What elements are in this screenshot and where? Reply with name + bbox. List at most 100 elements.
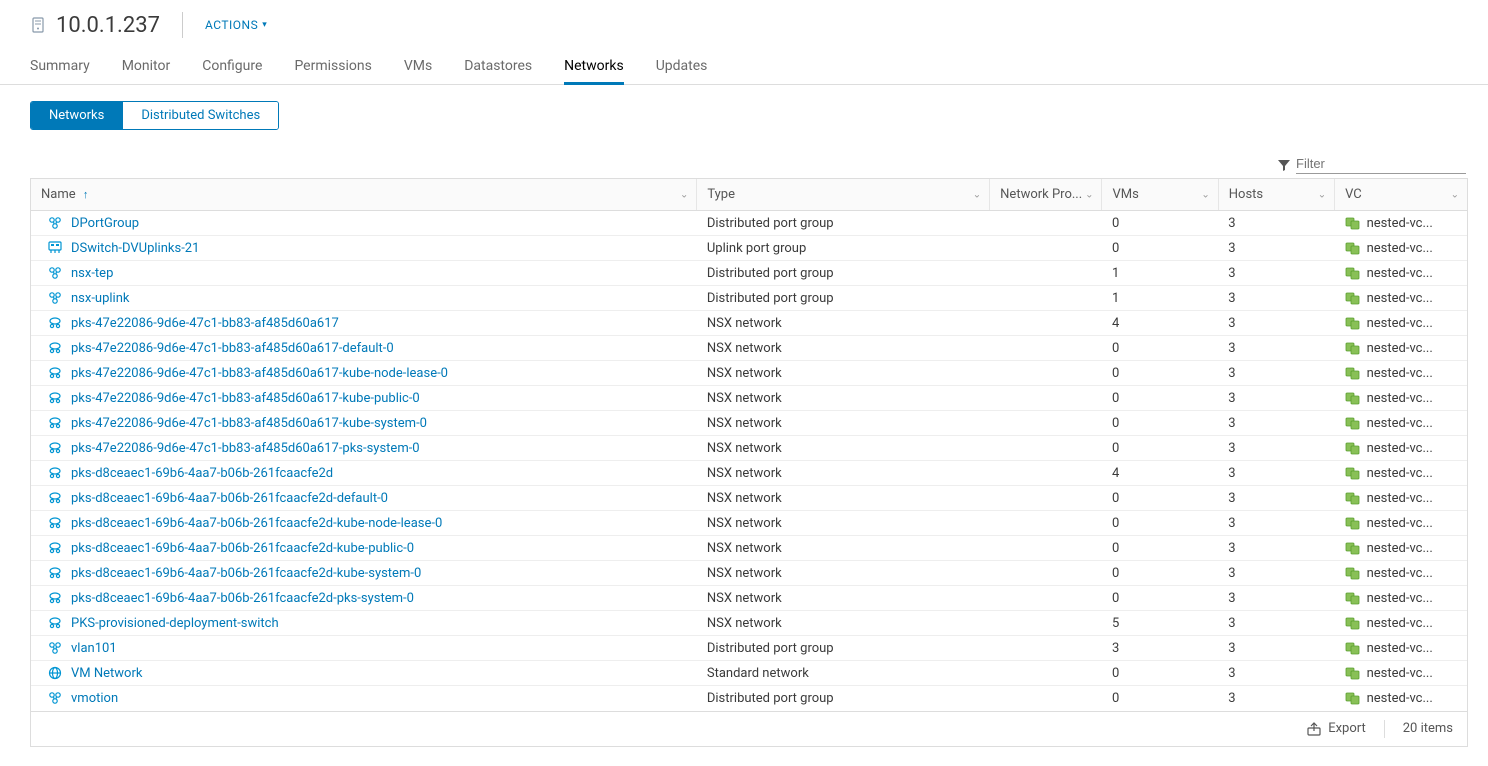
table-row[interactable]: vlan101Distributed port group33nested-vc… (31, 636, 1467, 661)
tab-monitor[interactable]: Monitor (122, 50, 171, 84)
table-row[interactable]: vmotionDistributed port group03nested-vc… (31, 686, 1467, 711)
chevron-down-icon[interactable]: ⌄ (1085, 189, 1093, 200)
network-type-icon (47, 265, 63, 281)
network-name-link[interactable]: pks-d8ceaec1-69b6-4aa7-b06b-261fcaacfe2d… (71, 491, 388, 506)
vcenter-link[interactable]: nested-vc... (1367, 466, 1433, 481)
vcenter-link[interactable]: nested-vc... (1367, 666, 1433, 681)
network-name-link[interactable]: pks-d8ceaec1-69b6-4aa7-b06b-261fcaacfe2d… (71, 541, 414, 556)
vcenter-link[interactable]: nested-vc... (1367, 641, 1433, 656)
network-type-icon (47, 690, 63, 706)
vcenter-link[interactable]: nested-vc... (1367, 591, 1433, 606)
network-type-icon (47, 640, 63, 656)
table-row[interactable]: pks-47e22086-9d6e-47c1-bb83-af485d60a617… (31, 311, 1467, 336)
tab-configure[interactable]: Configure (202, 50, 262, 84)
table-row[interactable]: nsx-tepDistributed port group13nested-vc… (31, 261, 1467, 286)
col-header-type[interactable]: Type ⌄ (697, 179, 990, 211)
table-row[interactable]: DPortGroupDistributed port group03nested… (31, 211, 1467, 236)
table-row[interactable]: pks-d8ceaec1-69b6-4aa7-b06b-261fcaacfe2d… (31, 511, 1467, 536)
cell-vms: 1 (1102, 286, 1218, 311)
table-row[interactable]: pks-d8ceaec1-69b6-4aa7-b06b-261fcaacfe2d… (31, 461, 1467, 486)
network-name-link[interactable]: DPortGroup (71, 216, 139, 231)
filter-icon[interactable] (1276, 157, 1290, 171)
subtab-networks[interactable]: Networks (31, 102, 122, 129)
filter-input[interactable] (1296, 154, 1466, 174)
network-name-link[interactable]: vlan101 (71, 641, 117, 656)
cell-hosts: 3 (1218, 211, 1334, 236)
table-row[interactable]: pks-d8ceaec1-69b6-4aa7-b06b-261fcaacfe2d… (31, 536, 1467, 561)
export-button[interactable]: Export (1306, 721, 1366, 737)
network-name-link[interactable]: pks-47e22086-9d6e-47c1-bb83-af485d60a617… (71, 416, 427, 431)
vcenter-link[interactable]: nested-vc... (1367, 216, 1433, 231)
table-row[interactable]: VM NetworkStandard network03nested-vc... (31, 661, 1467, 686)
table-row[interactable]: pks-d8ceaec1-69b6-4aa7-b06b-261fcaacfe2d… (31, 561, 1467, 586)
network-name-link[interactable]: pks-47e22086-9d6e-47c1-bb83-af485d60a617 (71, 316, 339, 331)
table-row[interactable]: pks-47e22086-9d6e-47c1-bb83-af485d60a617… (31, 361, 1467, 386)
tab-vms[interactable]: VMs (404, 50, 432, 84)
vcenter-link[interactable]: nested-vc... (1367, 616, 1433, 631)
table-row[interactable]: pks-d8ceaec1-69b6-4aa7-b06b-261fcaacfe2d… (31, 586, 1467, 611)
vcenter-link[interactable]: nested-vc... (1367, 316, 1433, 331)
network-name-link[interactable]: DSwitch-DVUplinks-21 (71, 241, 199, 256)
table-row[interactable]: pks-47e22086-9d6e-47c1-bb83-af485d60a617… (31, 411, 1467, 436)
vcenter-link[interactable]: nested-vc... (1367, 566, 1433, 581)
vcenter-link[interactable]: nested-vc... (1367, 391, 1433, 406)
table-row[interactable]: DSwitch-DVUplinks-21Uplink port group03n… (31, 236, 1467, 261)
cell-hosts: 3 (1218, 461, 1334, 486)
table-row[interactable]: nsx-uplinkDistributed port group13nested… (31, 286, 1467, 311)
network-name-link[interactable]: pks-d8ceaec1-69b6-4aa7-b06b-261fcaacfe2d… (71, 516, 442, 531)
vcenter-link[interactable]: nested-vc... (1367, 341, 1433, 356)
network-name-link[interactable]: vmotion (71, 691, 118, 706)
table-row[interactable]: PKS-provisioned-deployment-switchNSX net… (31, 611, 1467, 636)
table-row[interactable]: pks-47e22086-9d6e-47c1-bb83-af485d60a617… (31, 336, 1467, 361)
col-header-vms[interactable]: VMs ⌄ (1102, 179, 1218, 211)
col-header-name[interactable]: Name ↑ ⌄ (31, 179, 697, 211)
table-row[interactable]: pks-47e22086-9d6e-47c1-bb83-af485d60a617… (31, 386, 1467, 411)
chevron-down-icon[interactable]: ⌄ (1201, 189, 1209, 200)
vcenter-link[interactable]: nested-vc... (1367, 416, 1433, 431)
network-name-link[interactable]: nsx-tep (71, 266, 113, 281)
vcenter-icon (1345, 415, 1361, 431)
vcenter-link[interactable]: nested-vc... (1367, 291, 1433, 306)
network-name-link[interactable]: pks-47e22086-9d6e-47c1-bb83-af485d60a617… (71, 391, 420, 406)
col-header-vc[interactable]: VC ⌄ (1335, 179, 1467, 211)
network-name-link[interactable]: pks-47e22086-9d6e-47c1-bb83-af485d60a617… (71, 366, 448, 381)
tab-datastores[interactable]: Datastores (464, 50, 532, 84)
network-name-link[interactable]: pks-d8ceaec1-69b6-4aa7-b06b-261fcaacfe2d… (71, 591, 414, 606)
subtab-distributed-switches[interactable]: Distributed Switches (122, 102, 278, 129)
cell-vms: 0 (1102, 486, 1218, 511)
col-header-network-protocol[interactable]: Network Pro... ⌄ (990, 179, 1102, 211)
vcenter-link[interactable]: nested-vc... (1367, 691, 1433, 706)
actions-menu[interactable]: ACTIONS ▾ (205, 18, 267, 32)
network-name-link[interactable]: pks-47e22086-9d6e-47c1-bb83-af485d60a617… (71, 341, 394, 356)
tab-updates[interactable]: Updates (656, 50, 708, 84)
chevron-down-icon[interactable]: ⌄ (680, 189, 688, 200)
vcenter-link[interactable]: nested-vc... (1367, 266, 1433, 281)
cell-type: NSX network (697, 461, 990, 486)
vcenter-link[interactable]: nested-vc... (1367, 516, 1433, 531)
network-name-link[interactable]: PKS-provisioned-deployment-switch (71, 616, 279, 631)
network-name-link[interactable]: VM Network (71, 666, 142, 681)
vcenter-link[interactable]: nested-vc... (1367, 441, 1433, 456)
chevron-down-icon[interactable]: ⌄ (1318, 189, 1326, 200)
tab-networks[interactable]: Networks (564, 50, 624, 85)
vcenter-link[interactable]: nested-vc... (1367, 541, 1433, 556)
col-header-hosts[interactable]: Hosts ⌄ (1218, 179, 1334, 211)
vcenter-link[interactable]: nested-vc... (1367, 491, 1433, 506)
network-type-icon (47, 215, 63, 231)
table-row[interactable]: pks-47e22086-9d6e-47c1-bb83-af485d60a617… (31, 436, 1467, 461)
chevron-down-icon[interactable]: ⌄ (973, 189, 981, 200)
network-name-link[interactable]: nsx-uplink (71, 291, 130, 306)
network-name-link[interactable]: pks-47e22086-9d6e-47c1-bb83-af485d60a617… (71, 441, 420, 456)
cell-hosts: 3 (1218, 261, 1334, 286)
tab-permissions[interactable]: Permissions (294, 50, 371, 84)
chevron-down-icon[interactable]: ⌄ (1451, 189, 1459, 200)
cell-type: NSX network (697, 486, 990, 511)
tab-summary[interactable]: Summary (30, 50, 90, 84)
vcenter-link[interactable]: nested-vc... (1367, 241, 1433, 256)
cell-network-protocol (990, 461, 1102, 486)
network-name-link[interactable]: pks-d8ceaec1-69b6-4aa7-b06b-261fcaacfe2d… (71, 566, 421, 581)
vcenter-link[interactable]: nested-vc... (1367, 366, 1433, 381)
table-row[interactable]: pks-d8ceaec1-69b6-4aa7-b06b-261fcaacfe2d… (31, 486, 1467, 511)
separator (182, 12, 183, 38)
network-name-link[interactable]: pks-d8ceaec1-69b6-4aa7-b06b-261fcaacfe2d (71, 466, 333, 481)
